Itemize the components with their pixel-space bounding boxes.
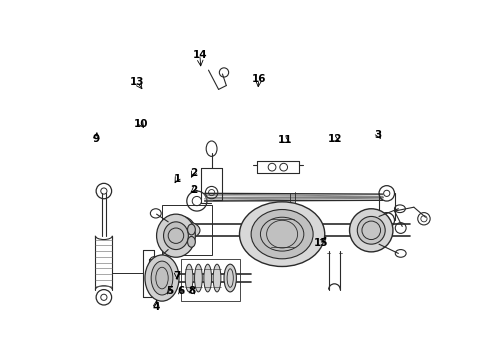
Ellipse shape xyxy=(204,264,212,292)
Text: 4: 4 xyxy=(152,302,160,311)
Text: 8: 8 xyxy=(189,286,196,296)
Text: 15: 15 xyxy=(314,238,329,248)
Text: 2: 2 xyxy=(190,168,197,179)
Text: 14: 14 xyxy=(193,50,207,60)
Text: 11: 11 xyxy=(278,135,293,145)
Ellipse shape xyxy=(357,216,385,244)
Text: 10: 10 xyxy=(134,118,148,129)
Bar xyxy=(162,205,212,255)
Text: 1: 1 xyxy=(173,174,181,184)
Ellipse shape xyxy=(240,202,325,266)
Ellipse shape xyxy=(188,224,196,235)
Ellipse shape xyxy=(251,210,313,259)
Ellipse shape xyxy=(166,221,200,239)
Ellipse shape xyxy=(195,264,202,292)
Bar xyxy=(181,259,240,301)
Text: 3: 3 xyxy=(375,130,382,140)
Text: 13: 13 xyxy=(130,77,145,87)
Ellipse shape xyxy=(157,214,196,257)
Ellipse shape xyxy=(151,261,173,295)
Text: 7: 7 xyxy=(173,271,181,281)
Ellipse shape xyxy=(224,264,236,292)
Ellipse shape xyxy=(349,209,393,252)
Text: 5: 5 xyxy=(166,286,173,296)
Text: 9: 9 xyxy=(93,134,100,144)
Ellipse shape xyxy=(164,222,188,249)
Text: 6: 6 xyxy=(177,286,185,296)
Ellipse shape xyxy=(185,264,193,292)
Text: 16: 16 xyxy=(251,74,266,84)
Ellipse shape xyxy=(188,237,196,247)
Ellipse shape xyxy=(145,255,179,301)
Text: 2: 2 xyxy=(190,185,197,195)
Ellipse shape xyxy=(213,264,221,292)
Text: 12: 12 xyxy=(327,134,342,144)
